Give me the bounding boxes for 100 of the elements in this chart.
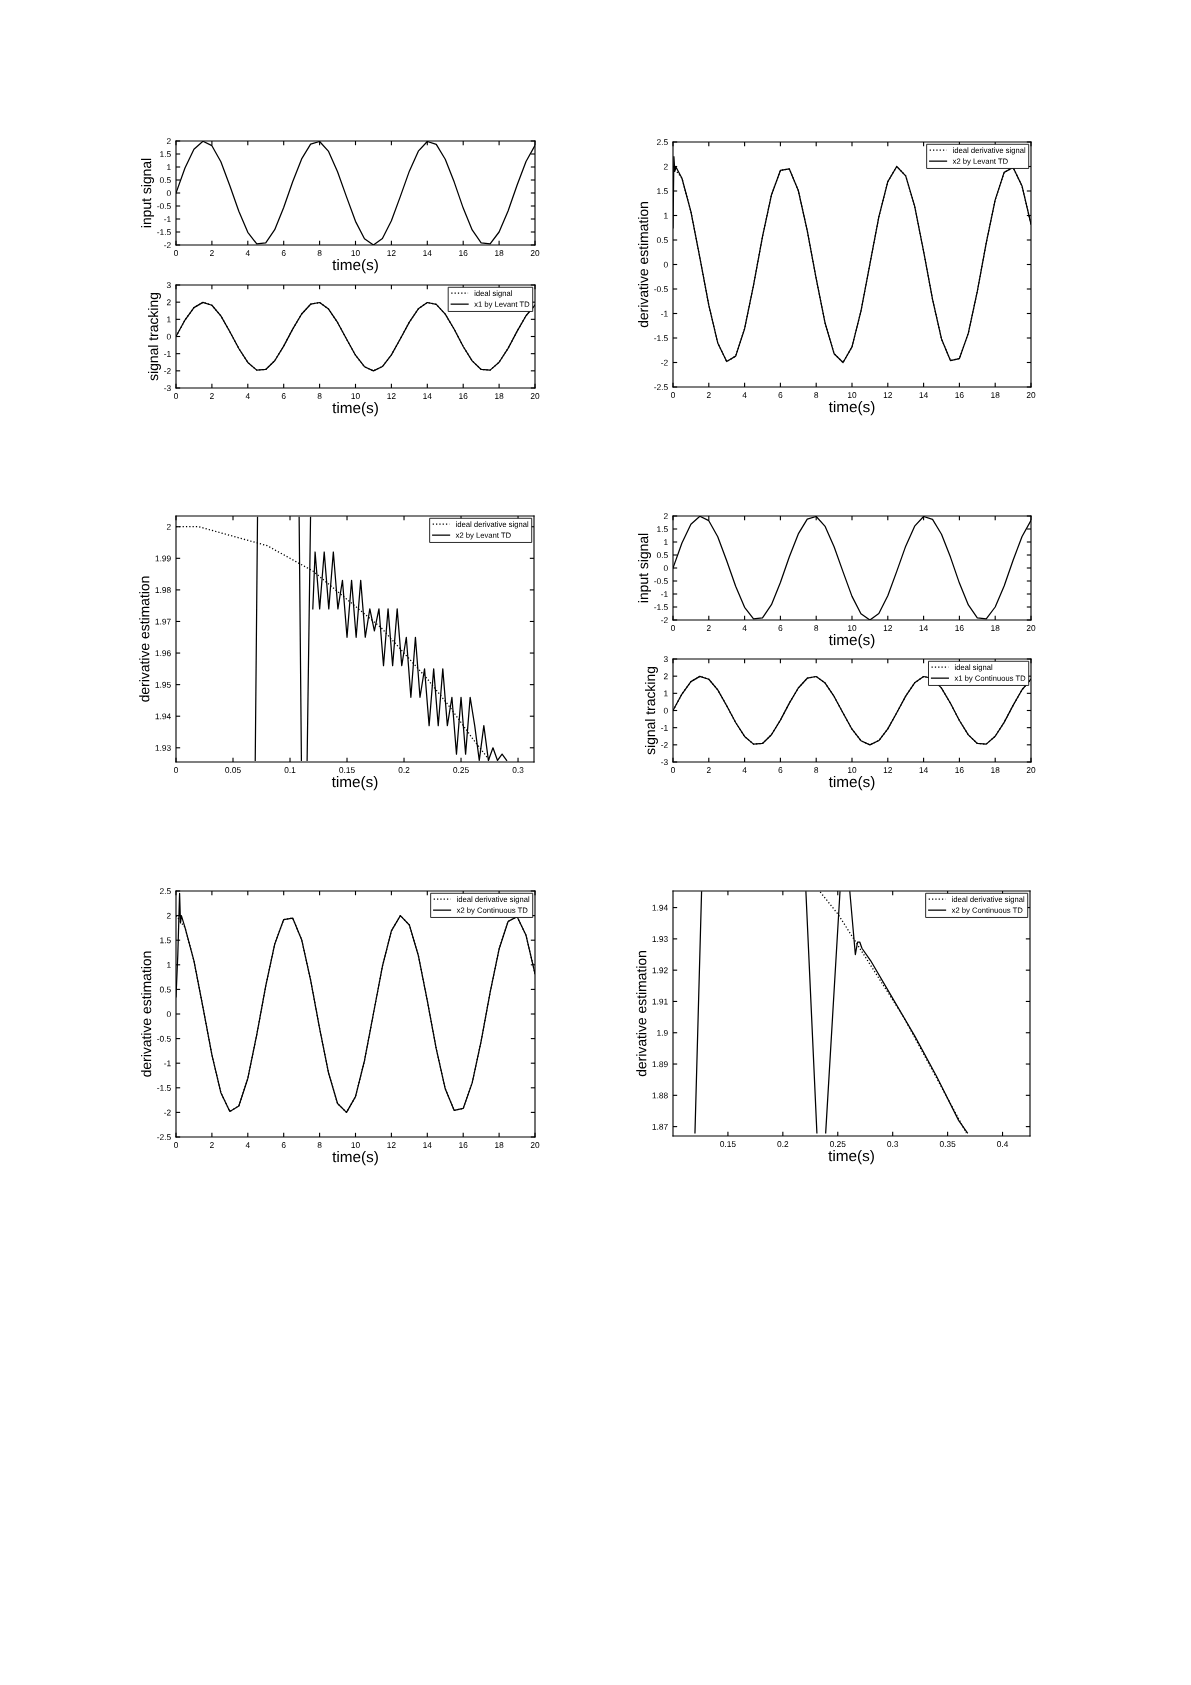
y-tick-label: -1.5 [654,335,668,342]
x-axis-title: time(s) [828,776,875,791]
x-tick-label: 16 [459,393,468,399]
x-axis-title: time(s) [828,634,875,649]
x-tick-label: 2 [706,767,711,773]
x-tick-label: 10 [848,392,857,398]
x-tick-label: 14 [919,767,928,773]
y-tick-label: -1 [164,216,171,223]
x-tick-label: 10 [848,767,857,773]
y-tick-label: -2 [661,359,668,366]
x-tick-label: 0.05 [225,767,241,773]
y-tick-label: 2 [166,523,171,530]
y-axis-title: derivative estimation [638,202,649,328]
x-tick-label: 6 [778,625,783,631]
y-axis-title: signal tracking [645,667,658,755]
y-tick-label: -1 [661,591,668,598]
x-tick-label: 16 [955,767,964,773]
x-tick-label: 18 [495,393,504,399]
y-tick-label: 1.91 [652,998,668,1005]
y-tick-label: 0.5 [656,552,668,559]
y-tick-label: -1 [661,310,668,317]
x-tick-label: 0 [671,392,675,398]
y-tick-label: 1.9 [657,1029,668,1036]
x-tick-label: 6 [281,250,286,256]
y-tick-label: 2.5 [656,139,668,146]
x-tick-label: 12 [883,767,893,773]
y-tick-label: 3 [663,656,668,663]
y-tick-label: 1.92 [652,967,668,974]
y-tick-label: 1.96 [155,650,171,657]
x-tick-label: 12 [883,625,893,631]
x-tick-label: 12 [387,393,396,399]
y-tick-label: 0.5 [656,237,668,244]
x-tick-label: 0.15 [720,1141,736,1147]
y-tick-label: -2 [661,617,668,624]
y-tick-label: -2.5 [654,384,668,391]
x-tick-label: 0.1 [284,767,296,773]
x-tick-label: 12 [883,392,893,398]
x-tick-label: 18 [991,625,1000,631]
x-tick-label: 20 [530,1142,540,1148]
x-tick-label: 8 [814,767,819,773]
x-tick-label: 4 [245,393,250,399]
y-tick-label: 1.5 [657,526,668,533]
x-tick-label: 2 [706,392,711,398]
y-tick-label: -1 [164,350,171,357]
x-tick-label: 0.25 [829,1141,846,1147]
x-tick-label: 6 [778,767,783,773]
y-tick-label: 1 [167,316,171,323]
y-axis-title: derivative estimation [139,576,150,702]
y-tick-label: 2 [663,163,668,170]
y-tick-label: 0 [663,707,668,714]
y-tick-label: -2 [164,368,171,374]
x-tick-label: 6 [281,393,286,399]
y-tick-label: -1.5 [157,229,171,236]
y-tick-label: -1.5 [157,1085,171,1091]
x-tick-label: 0.3 [887,1141,899,1147]
y-tick-label: 1.88 [652,1092,668,1099]
y-tick-label: 1 [664,690,668,697]
y-tick-label: 2 [663,673,668,680]
x-tick-label: 20 [1026,625,1036,631]
x-tick-label: 10 [848,625,857,631]
y-tick-label: -0.5 [654,578,668,585]
y-tick-label: 1.5 [160,151,171,158]
x-tick-label: 6 [778,392,783,398]
y-tick-label: 0 [166,1011,171,1018]
y-tick-label: 1 [167,164,171,171]
y-tick-label: 1.89 [652,1061,668,1068]
y-tick-label: -3 [661,759,668,766]
x-tick-label: 20 [1026,767,1036,773]
x-tick-label: 0.25 [453,767,469,773]
x-tick-label: 4 [742,767,747,773]
y-tick-label: 3 [166,282,171,289]
x-tick-label: 20 [530,250,540,256]
x-tick-label: 8 [317,250,322,256]
y-tick-label: 2.5 [159,888,171,895]
x-tick-label: 0 [174,393,178,399]
y-tick-label: 1 [664,212,668,219]
x-tick-label: 0.3 [512,767,524,773]
x-tick-label: 8 [814,625,819,631]
y-axis-title: signal tracking [148,293,161,381]
y-tick-label: 1.5 [657,188,668,195]
x-tick-label: 0 [671,767,675,773]
x-tick-label: 12 [387,1142,396,1148]
y-tick-label: -1.5 [654,604,668,611]
x-tick-label: 0.2 [777,1141,789,1147]
y-tick-label: 1.97 [155,618,171,625]
x-tick-label: 0 [174,1142,178,1148]
x-tick-label: 18 [495,1142,504,1148]
y-tick-label: 1.93 [155,744,171,751]
x-tick-label: 8 [317,393,322,399]
y-tick-label: -3 [164,385,171,392]
y-tick-label: 1.99 [155,555,171,562]
y-tick-label: 1.5 [160,937,171,944]
x-tick-label: 0 [174,250,178,256]
x-tick-label: 14 [919,625,928,631]
x-axis-title: time(s) [332,259,378,274]
y-tick-label: 1.94 [155,713,171,720]
y-tick-label: 1.93 [652,936,668,942]
y-tick-label: 1 [664,539,668,546]
y-tick-label: 0.5 [159,986,171,993]
x-tick-label: 0.35 [939,1141,956,1147]
